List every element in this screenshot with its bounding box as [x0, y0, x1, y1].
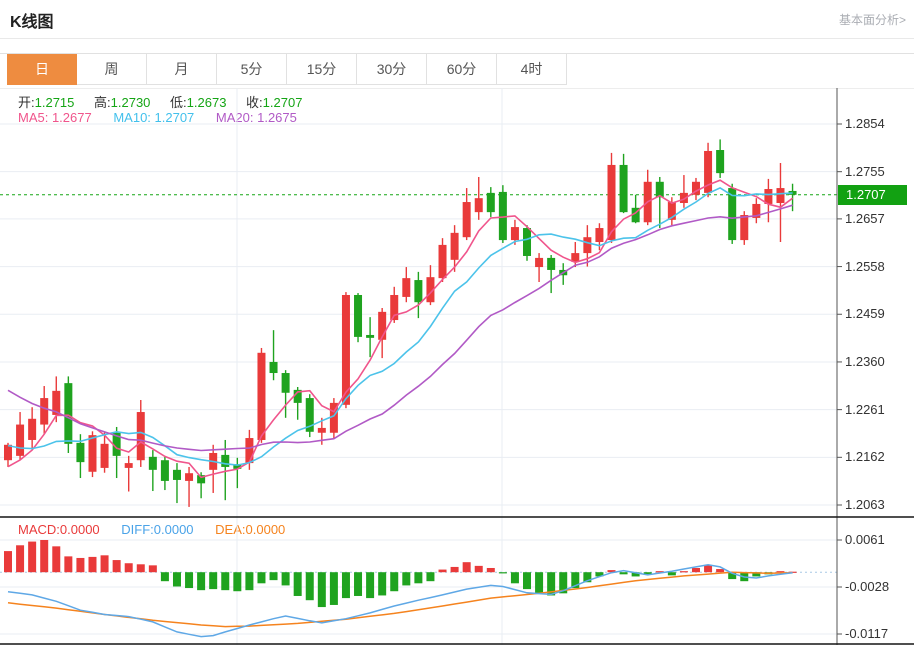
macd-value: MACD:0.0000: [18, 522, 100, 537]
fundamental-analysis-link[interactable]: 基本面分析>: [838, 13, 906, 27]
candles-layer: [4, 139, 797, 507]
chart-top-border: [0, 88, 914, 89]
tab-15分[interactable]: 15分: [287, 54, 357, 85]
diff-line: [7, 564, 793, 638]
axis-layer: [836, 88, 842, 645]
tab-5分[interactable]: 5分: [217, 54, 287, 85]
low-value: 1.2673: [186, 95, 227, 110]
grid-layer: [0, 88, 837, 645]
close-label: 收:: [246, 95, 263, 110]
interval-tabs: 日周月 5分 15分 30分 60分 4时: [0, 53, 914, 85]
ma5-legend: MA5: 1.2677: [18, 110, 92, 125]
ma10-line: [7, 186, 793, 466]
ma5-line: [7, 179, 794, 479]
tab-月[interactable]: 月: [147, 54, 217, 85]
macd-histogram-layer: [4, 540, 797, 608]
kline-chart-canvas[interactable]: [0, 88, 914, 645]
y-axis-label: 1.2657: [845, 210, 885, 226]
ma20-legend: MA20: 1.2675: [215, 110, 297, 125]
diff-value: DIFF:0.0000: [121, 522, 194, 537]
y-axis-label: 1.2854: [845, 116, 885, 131]
ma10-legend: MA10: 1.2707: [113, 110, 195, 125]
page-title: K线图: [10, 14, 54, 31]
dea-value: DEA:0.0000: [215, 522, 286, 537]
tab-日[interactable]: 日: [7, 54, 77, 85]
current-price-tag: 1.2707: [838, 184, 907, 205]
low-label: 低:: [170, 95, 187, 110]
open-value: 1.2715: [34, 95, 75, 110]
tab-周[interactable]: 周: [77, 54, 147, 85]
open-label: 开:: [18, 95, 35, 110]
y-axis-label: 1.2459: [845, 306, 885, 322]
header-divider: [0, 38, 914, 39]
close-value: 1.2707: [262, 95, 303, 110]
y-axis-label: 0.0061: [845, 532, 885, 547]
y-axis-label: 1.2261: [845, 401, 885, 417]
y-axis-label: 1.2162: [845, 449, 885, 465]
y-axis-label: 1.2558: [845, 258, 885, 274]
y-axis-label: 1.2360: [845, 353, 885, 369]
ma-legend: MA5: 1.2677 MA10: 1.2707 MA20: 1.2675: [18, 110, 297, 125]
y-axis-label: -0.0117: [845, 626, 889, 641]
high-label: 高:: [94, 95, 111, 110]
y-axis-label: -0.0028: [845, 579, 890, 594]
high-value: 1.2730: [110, 95, 151, 110]
y-axis-label: 1.2755: [845, 163, 885, 179]
ohlc-legend: 开:1.2715 高:1.2730 低:1.2673 收:1.2707: [18, 92, 302, 111]
macd-legend: MACD:0.0000 DIFF:0.0000 DEA:0.0000: [18, 522, 285, 537]
dea-line: [7, 571, 793, 628]
tab-30分[interactable]: 30分: [357, 54, 427, 85]
reference-lines: [0, 194, 837, 573]
tab-4时[interactable]: 4时: [497, 54, 567, 85]
ma20-line: [7, 204, 793, 452]
y-axis-label: 1.2063: [845, 497, 885, 512]
tab-60分[interactable]: 60分: [427, 54, 497, 85]
